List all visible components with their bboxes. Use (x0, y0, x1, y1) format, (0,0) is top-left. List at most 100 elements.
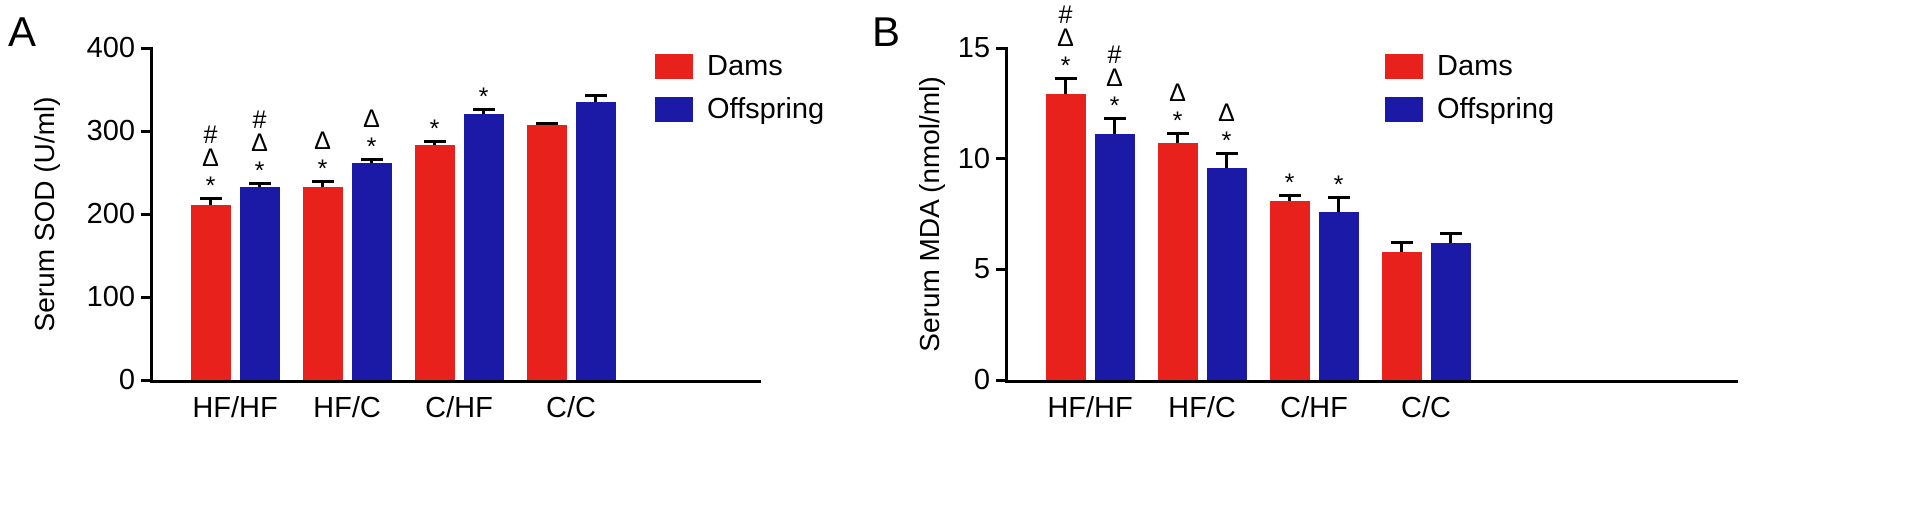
delta-marker: Δ (314, 126, 331, 155)
bar-offspring-c-hf (463, 114, 504, 380)
panel-b-legend: Dams Offspring (1385, 52, 1555, 140)
bar-dams-hf-hf (190, 204, 231, 380)
legend-item-dams: Dams (655, 50, 824, 82)
x-category-label-hf-hf: HF/HF (1047, 392, 1133, 424)
error-bar-dams-hf-c (321, 180, 324, 187)
asterisk-marker: * (205, 171, 216, 200)
bar-offspring-hf-hf (239, 187, 280, 380)
significance-markers-dams-hf-c: Δ * (293, 126, 353, 181)
error-bar-offspring-c-c (594, 94, 597, 102)
panel-b-plot-area: 0 5 10 15 HF/HF HF/C C/HF C/C # Δ * Δ * * # Δ * Δ * * (958, 2, 1738, 424)
legend-label-offspring: Offspring (707, 93, 825, 125)
significance-markers-dams-hf-hf: # Δ * (181, 120, 241, 198)
x-category-label-c-c: C/C (1401, 392, 1451, 424)
legend-swatch-offspring (1385, 97, 1423, 122)
error-bar-dams-c-c (1400, 240, 1403, 252)
asterisk-marker: * (1333, 171, 1344, 200)
y-axis-tick (141, 46, 153, 50)
significance-markers-offspring-hf-c: Δ * (342, 104, 402, 159)
hash-marker: # (203, 120, 218, 149)
delta-marker: Δ (202, 143, 219, 172)
asterisk-marker: * (254, 156, 265, 185)
y-axis-tick-label: 0 (118, 364, 135, 396)
y-axis-tick-label: 10 (957, 142, 990, 175)
error-bar-cap (584, 94, 607, 98)
bar-dams-c-c (526, 125, 567, 380)
panel-b: B Serum MDA (nmol/ml) 0 5 10 15 HF/HF HF/C C/H… (870, 0, 1913, 529)
panel-a-plot-area: 0 100 200 300 400 HF/HF HF/C C/HF C/C # Δ * Δ * * # Δ * Δ *… (87, 32, 761, 424)
legend-label-offspring: Offspring (1437, 93, 1555, 125)
asterisk-marker: * (429, 115, 440, 144)
y-axis-tick (141, 129, 153, 133)
asterisk-marker: * (366, 132, 377, 161)
asterisk-marker: * (478, 82, 489, 111)
significance-markers-offspring-hf-c: Δ * (1197, 99, 1257, 154)
y-axis-tick (996, 267, 1008, 271)
error-bar-offspring-hf-hf (1113, 116, 1116, 135)
significance-markers-offspring-c-hf: * (1309, 169, 1369, 198)
bar-offspring-c-c (1430, 242, 1471, 380)
asterisk-marker: * (1284, 169, 1295, 198)
delta-marker: Δ (1106, 63, 1123, 92)
y-axis-tick-label: 5 (973, 253, 990, 286)
error-bar-dams-hf-hf (1064, 76, 1067, 95)
x-category-label-c-c: C/C (546, 392, 596, 424)
panel-a-label: A (8, 8, 37, 55)
y-axis-tick (141, 378, 153, 382)
y-axis-tick-label: 200 (86, 198, 135, 230)
error-bar-cap (1278, 194, 1301, 198)
error-bar-cap (535, 121, 558, 125)
error-bar-offspring-c-c (1449, 231, 1452, 243)
legend-swatch-dams (1385, 54, 1423, 79)
hash-marker: # (1107, 40, 1122, 69)
significance-markers-offspring-hf-hf: # Δ * (1085, 40, 1145, 118)
error-bar-offspring-c-hf (1337, 196, 1340, 212)
error-bar-offspring-hf-c (1225, 152, 1228, 168)
error-bar-cap (311, 179, 334, 183)
bar-dams-hf-c (1157, 143, 1198, 380)
x-category-label-hf-c: HF/C (1168, 392, 1236, 424)
y-axis-tick (141, 212, 153, 216)
y-axis-tick (996, 157, 1008, 161)
error-bar-cap (1103, 116, 1126, 120)
significance-markers-dams-c-hf: * (1260, 167, 1320, 196)
bar-dams-c-c (1381, 251, 1422, 380)
bar-offspring-c-hf (1318, 211, 1359, 380)
hash-marker: # (252, 105, 267, 134)
y-axis-tick-label: 100 (86, 281, 135, 313)
asterisk-marker: * (1221, 127, 1232, 156)
legend-label-dams: Dams (707, 50, 783, 82)
x-category-label-c-hf: C/HF (1280, 392, 1348, 424)
legend-swatch-dams (655, 54, 693, 79)
y-axis-tick (141, 295, 153, 299)
y-axis-tick-label: 15 (957, 32, 990, 64)
error-bar-cap (199, 196, 222, 200)
delta-marker: Δ (363, 104, 380, 133)
panel-b-y-axis-title: Serum MDA (nmol/ml) (914, 76, 945, 352)
significance-markers-offspring-c-hf: * (454, 81, 514, 109)
panel-a: A Serum SOD (U/ml) 0 100 200 300 400 HF/HF HF/… (0, 0, 880, 529)
panel-b-label: B (872, 8, 901, 55)
error-bar-dams-hf-c (1176, 132, 1179, 144)
error-bar-cap (1054, 76, 1077, 80)
bar-dams-c-hf (1269, 200, 1310, 380)
bar-dams-hf-c (302, 186, 343, 380)
error-bar-cap (1390, 240, 1413, 244)
bar-offspring-hf-c (1206, 167, 1247, 380)
error-bar-dams-hf-hf (209, 196, 212, 205)
asterisk-marker: * (317, 154, 328, 183)
error-bar-cap (248, 181, 271, 185)
asterisk-marker: * (1109, 91, 1120, 120)
legend-item-offspring: Offspring (1385, 93, 1555, 125)
delta-marker: Δ (1218, 99, 1235, 128)
delta-marker: Δ (1169, 79, 1186, 108)
bar-offspring-hf-c (351, 162, 392, 380)
error-bar-cap (423, 140, 446, 144)
delta-marker: Δ (251, 128, 268, 157)
significance-markers-dams-hf-c: Δ * (1148, 79, 1208, 134)
error-bar-cap (360, 157, 383, 161)
legend-item-dams: Dams (1385, 52, 1554, 81)
error-bar-cap (472, 107, 495, 111)
significance-markers-offspring-hf-hf: # Δ * (230, 105, 290, 183)
